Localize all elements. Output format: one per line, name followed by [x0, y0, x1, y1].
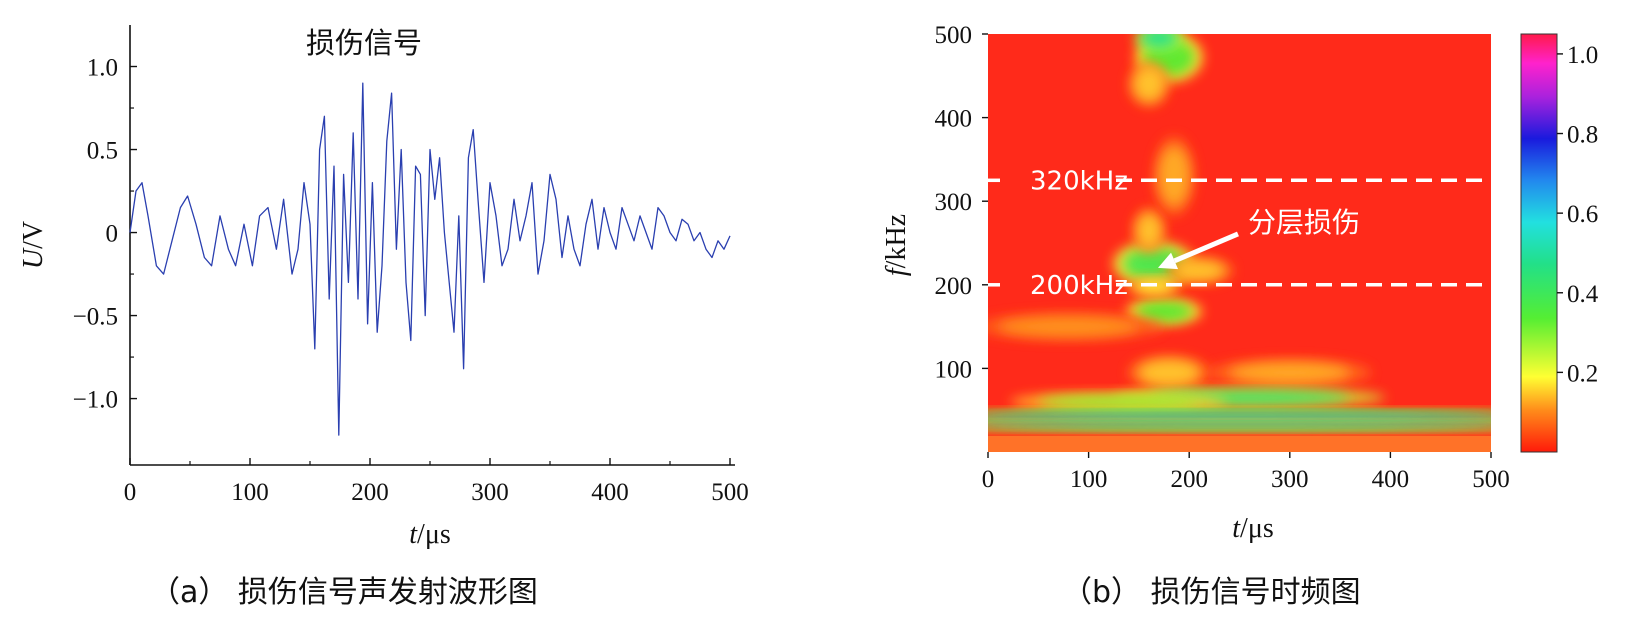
panel-b-y-tick-label: 300 — [935, 189, 973, 216]
colorbar-ticks: 1.0 0.8 0.6 0.4 0.2 — [1557, 42, 1599, 387]
panel-b: 320kHz 200kHz 分层损伤 0 100 200 300 400 500 500 40… — [881, 22, 1599, 610]
annotation-label: 分层损伤 — [1248, 206, 1360, 239]
panel-a-x-label: t/μs — [409, 519, 450, 550]
heatmap-blob — [988, 423, 1491, 431]
panel-a: 损伤信号 0 100 200 300 400 500 1.0 0.5 0 −0.5 −1.0 U/… — [18, 25, 749, 610]
heatmap-blob — [1133, 67, 1165, 101]
panel-b-y-ticks: 500 400 300 200 100 — [935, 22, 988, 383]
heatmap-low-band — [988, 436, 1491, 452]
heatmap-blob — [1136, 213, 1162, 248]
heatmap-blobs — [988, 34, 1491, 432]
heatmap-blob — [1174, 260, 1225, 281]
panel-a-y-ticks: 1.0 0.5 0 −0.5 −1.0 — [73, 55, 137, 414]
reference-line-label: 200kHz — [1030, 271, 1128, 301]
colorbar-tick-label: 0.6 — [1567, 201, 1598, 228]
heatmap-blob — [988, 411, 1491, 418]
heatmap-blob — [1135, 301, 1193, 322]
panel-a-y-tick-label: −1.0 — [73, 387, 118, 414]
colorbar-tick-label: 0.2 — [1567, 360, 1598, 387]
panel-b-y-tick-label: 400 — [935, 106, 973, 133]
heatmap-blob — [1140, 34, 1178, 49]
panel-a-x-tick-label: 300 — [471, 479, 509, 506]
reference-lines: 320kHz 200kHz — [988, 166, 1491, 301]
panel-b-y-tick-label: 500 — [935, 22, 973, 49]
panel-a-x-tick-label: 0 — [124, 479, 137, 506]
panel-b-x-tick-label: 300 — [1271, 466, 1309, 493]
panel-b-x-tick-label: 100 — [1070, 466, 1108, 493]
panel-b-x-ticks: 0 100 200 300 400 500 — [982, 452, 1510, 493]
heatmap-blob — [1159, 146, 1190, 206]
annotation-arrow — [1173, 231, 1239, 264]
panel-b-x-tick-label: 200 — [1170, 466, 1208, 493]
panel-b-x-tick-label: 400 — [1372, 466, 1410, 493]
panel-a-x-tick-label: 100 — [231, 479, 269, 506]
panel-a-x-tick-label: 200 — [351, 479, 389, 506]
panel-a-waveform-line — [129, 82, 731, 436]
panel-b-y-tick-label: 200 — [935, 273, 973, 300]
panel-a-y-tick-label: 0 — [106, 221, 119, 248]
panel-a-x-tick-label: 400 — [591, 479, 629, 506]
heatmap-area — [988, 34, 1491, 452]
panel-b-x-tick-label: 0 — [982, 466, 995, 493]
heatmap-blob — [1038, 395, 1200, 409]
panel-b-y-tick-label: 100 — [935, 356, 973, 383]
panel-a-y-label: U/V — [18, 221, 49, 269]
damage-annotation: 分层损伤 — [1157, 206, 1360, 270]
panel-a-x-ticks: 0 100 200 300 400 500 — [124, 458, 749, 506]
annotation-arrowhead — [1157, 252, 1179, 270]
panel-a-x-tick-label: 500 — [711, 479, 749, 506]
panel-a-y-tick-label: −0.5 — [73, 304, 118, 331]
colorbar-tick-label: 0.4 — [1567, 281, 1599, 308]
heatmap-blob — [1138, 360, 1200, 386]
panel-a-y-tick-label: 0.5 — [87, 138, 118, 165]
panel-b-y-label: f/kHz — [881, 214, 912, 276]
heatmap-blob — [1229, 362, 1351, 383]
panel-b-x-label: t/μs — [1232, 513, 1273, 544]
heatmap-blob — [998, 316, 1139, 337]
panel-a-caption: （a） 损伤信号声发射波形图 — [150, 575, 538, 610]
panel-a-y-tick-label: 1.0 — [87, 55, 118, 82]
reference-line-label: 320kHz — [1030, 166, 1128, 196]
panel-b-x-tick-label: 500 — [1472, 466, 1510, 493]
panel-b-caption: （b） 损伤信号时频图 — [1062, 575, 1361, 610]
panel-a-title: 损伤信号 — [306, 26, 422, 60]
colorbar-tick-label: 1.0 — [1567, 42, 1598, 69]
colorbar-tick-label: 0.8 — [1567, 122, 1598, 149]
colorbar — [1520, 33, 1558, 453]
